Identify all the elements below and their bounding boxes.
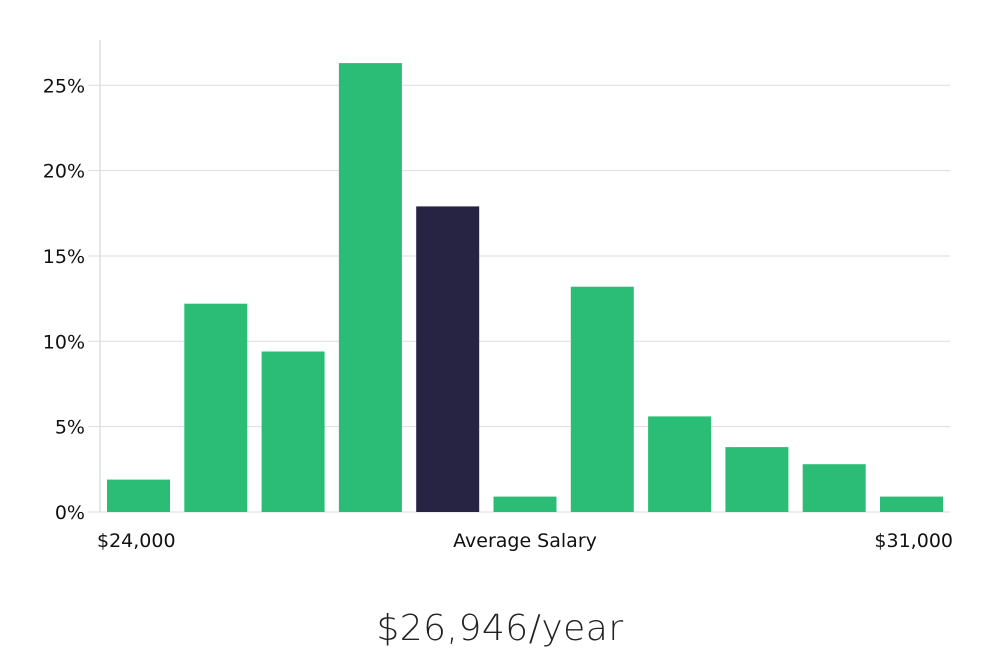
y-tick-label: 5% xyxy=(55,417,85,439)
bar xyxy=(802,464,866,512)
x-max-label: $31,000 xyxy=(874,530,953,552)
x-axis-title: Average Salary xyxy=(453,530,597,552)
bar xyxy=(880,496,943,512)
x-axis-labels: $24,000 Average Salary $31,000 xyxy=(97,530,953,552)
bars xyxy=(107,63,943,512)
y-tick-label: 0% xyxy=(55,502,85,524)
y-axis-ticks: 0% 5% 10% 15% 20% 25% xyxy=(43,75,85,524)
y-tick-label: 10% xyxy=(43,331,85,353)
bar-highlight xyxy=(416,206,480,512)
bar xyxy=(725,447,789,512)
x-min-label: $24,000 xyxy=(97,530,176,552)
bar xyxy=(493,496,557,512)
bar xyxy=(338,63,402,512)
bar xyxy=(261,351,325,512)
histogram-svg: 0% 5% 10% 15% 20% 25% $24,000 Average Salary … xyxy=(43,40,953,552)
bar xyxy=(648,416,712,512)
bar xyxy=(570,286,634,512)
y-tick-label: 20% xyxy=(43,161,85,183)
y-tick-label: 15% xyxy=(43,246,85,268)
bar xyxy=(184,303,248,512)
bar xyxy=(107,479,170,512)
average-salary-caption: $26,946/year xyxy=(376,608,624,649)
y-tick-label: 25% xyxy=(43,75,85,97)
